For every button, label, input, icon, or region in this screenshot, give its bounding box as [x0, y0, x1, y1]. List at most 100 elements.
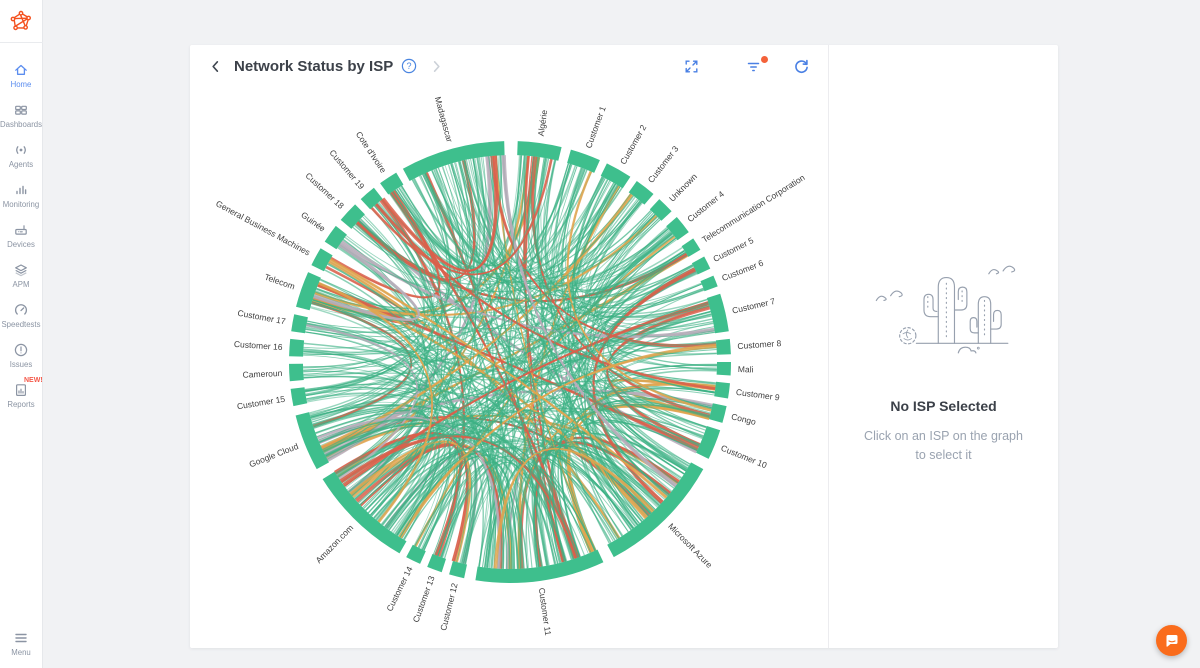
chord-link	[503, 155, 676, 488]
chord-arc-customer-2[interactable]	[600, 163, 631, 189]
chord-label: Customer 8	[737, 338, 782, 351]
chord-link	[323, 422, 597, 551]
chord-link	[530, 156, 712, 325]
chord-link	[349, 440, 471, 563]
chord-arc-customer-18[interactable]	[340, 204, 365, 229]
chord-link	[325, 155, 501, 458]
chord-label: Customer 15	[236, 394, 286, 412]
sidebar-item-apm[interactable]: APM	[0, 256, 42, 296]
chord-link	[374, 205, 476, 564]
cactus-small-icon	[969, 296, 1002, 344]
chord-arc-unknown[interactable]	[649, 199, 672, 221]
back-button[interactable]	[206, 57, 225, 76]
chord-link	[327, 264, 693, 460]
chord-arc-general-business-machines[interactable]	[311, 248, 333, 272]
chord-link	[589, 200, 717, 346]
header-actions	[681, 55, 812, 77]
chord-arc-google-cloud[interactable]	[295, 412, 329, 470]
chord-link	[550, 440, 670, 562]
forward-button[interactable]	[427, 57, 446, 76]
chord-label: Customer 5	[711, 235, 755, 264]
sidebar-item-label: Agents	[8, 160, 34, 169]
sidebar-item-label: Home	[10, 80, 32, 89]
devices-icon	[13, 222, 29, 238]
chord-arc-customer-15[interactable]	[290, 387, 308, 407]
chord-arc-customer-14[interactable]	[406, 544, 426, 564]
chord-arc-customer-8[interactable]	[715, 338, 731, 355]
help-button[interactable]: ?	[401, 58, 417, 74]
refresh-button[interactable]	[791, 56, 812, 77]
chord-link	[602, 265, 699, 450]
chord-arc-customer-1[interactable]	[567, 149, 600, 173]
chord-arc-cameroun[interactable]	[289, 363, 304, 382]
network-graph-logo-icon	[10, 10, 31, 31]
chord-label: Customer 10	[720, 443, 769, 471]
reports-icon	[13, 382, 29, 398]
chord-label: Customer 19	[327, 148, 366, 192]
chord-link	[460, 443, 664, 564]
sidebar-item-dashboards[interactable]: Dashboards	[0, 96, 42, 136]
sidebar-item-reports[interactable]: NEW! Reports	[0, 376, 42, 416]
sidebar-item-monitoring[interactable]: Monitoring	[0, 176, 42, 216]
empty-state-subtitle-line1: Click on an ISP on the graph	[864, 429, 1023, 443]
sidebar-item-label: APM	[12, 280, 30, 289]
chord-link	[538, 453, 634, 566]
chord-link	[442, 461, 492, 568]
sidebar-item-agents[interactable]: Agents	[0, 136, 42, 176]
chord-arc-customer-5[interactable]	[691, 256, 711, 275]
sidebar-item-speedtests[interactable]: Speedtests	[0, 296, 42, 336]
chord-link	[418, 162, 477, 549]
chord-arc-customer-4[interactable]	[666, 217, 689, 241]
chord-arc-customer-12[interactable]	[449, 561, 467, 579]
sidebar-menu-button[interactable]: Menu	[0, 624, 42, 664]
chord-diagram[interactable]: Algérie Customer 1 Customer 2 Customer 3 Unk…	[190, 45, 828, 648]
chord-arc-customer-17[interactable]	[291, 314, 308, 334]
chord-link	[399, 186, 525, 569]
chord-arc-congo[interactable]	[709, 403, 727, 423]
chord-arc-guin-e[interactable]	[324, 225, 347, 250]
sidebar-item-label: Reports	[7, 400, 35, 409]
chord-link	[339, 434, 577, 559]
chord-arc-customer-3[interactable]	[628, 181, 654, 205]
chord-link	[422, 174, 614, 542]
main-card: Network Status by ISP ?	[190, 45, 1058, 648]
chord-arc-madagascar[interactable]	[402, 141, 505, 181]
sidebar-item-devices[interactable]: Devices	[0, 216, 42, 256]
sidebar-menu-label: Menu	[11, 648, 31, 657]
sidebar-item-issues[interactable]: Issues	[0, 336, 42, 376]
chord-link	[423, 173, 618, 272]
chord-arc-mali[interactable]	[716, 362, 732, 376]
chord-label: Customer 9	[735, 387, 780, 403]
chord-arc-customer-13[interactable]	[427, 553, 446, 573]
sidebar-item-home[interactable]: Home	[0, 56, 42, 96]
chord-label: Microsoft Azure	[666, 521, 714, 570]
chord-arc-customer-11[interactable]	[475, 549, 604, 584]
chord-arc-microsoft-azure[interactable]	[607, 462, 704, 558]
chord-arc-customer-7[interactable]	[706, 293, 729, 334]
chord-arc-telecom[interactable]	[296, 272, 321, 311]
chord-arc-telecommunication-corporation[interactable]	[681, 238, 701, 257]
empty-state-subtitle: Click on an ISP on the graph to select i…	[864, 427, 1023, 466]
chord-label: Google Cloud	[248, 441, 300, 469]
chord-link	[582, 419, 698, 531]
chord-arc-alg-rie[interactable]	[517, 141, 562, 161]
chord-arc-customer-9[interactable]	[714, 381, 730, 399]
chord-link	[316, 416, 500, 569]
chord-arc-amazon-com[interactable]	[322, 471, 407, 554]
chord-arc-customer-19[interactable]	[360, 187, 383, 210]
chord-arc-cote-d-ivoire[interactable]	[380, 172, 404, 195]
chord-link	[561, 397, 713, 558]
chord-link	[306, 323, 418, 479]
chord-link	[533, 156, 690, 467]
chart-header: Network Status by ISP ?	[190, 45, 828, 87]
app-logo[interactable]	[0, 0, 43, 43]
chord-arc-customer-6[interactable]	[700, 275, 718, 292]
expand-button[interactable]	[681, 56, 702, 77]
chord-link	[557, 310, 711, 560]
chord-link	[519, 346, 717, 569]
filter-button[interactable]	[744, 55, 768, 76]
chat-button[interactable]	[1156, 625, 1187, 656]
chord-arc-customer-16[interactable]	[289, 338, 305, 357]
svg-text:?: ?	[407, 61, 412, 71]
chord-arc-customer-10[interactable]	[696, 426, 721, 459]
